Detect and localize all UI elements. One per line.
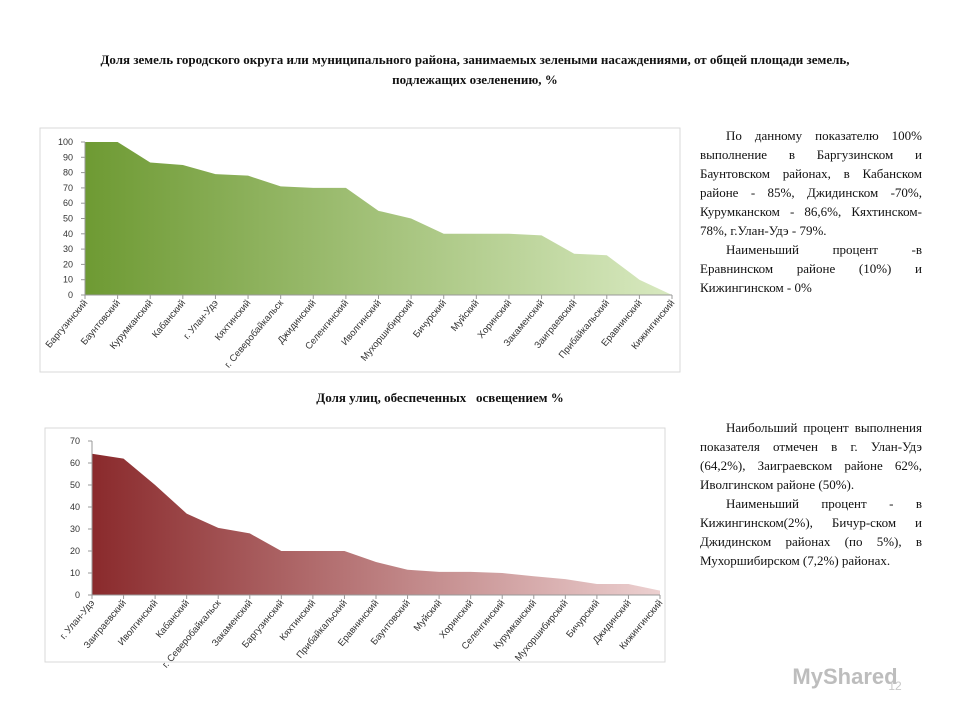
- chart-frame: [44, 427, 666, 663]
- y-tick-label: 40: [70, 502, 80, 512]
- y-tick-label: 50: [70, 480, 80, 490]
- x-tick-label: г. Северобайкальск: [223, 297, 287, 370]
- y-tick-label: 70: [70, 436, 80, 446]
- y-tick-label: 50: [63, 214, 73, 224]
- area: [92, 453, 660, 595]
- y-tick-label: 10: [63, 275, 73, 285]
- y-tick-label: 0: [75, 590, 80, 600]
- y-tick-label: 80: [63, 168, 73, 178]
- y-tick-label: 10: [70, 568, 80, 578]
- y-tick-label: 0: [68, 290, 73, 300]
- paragraph: Наименьший процент -в Еравнинском районе…: [700, 242, 922, 295]
- y-tick-label: 40: [63, 229, 73, 239]
- y-tick-label: 20: [63, 259, 73, 269]
- paragraph: По данному показателю 100% выполнение в …: [700, 128, 922, 238]
- area: [85, 142, 672, 295]
- chart-title: Доля земель городского округа или муници…: [100, 52, 850, 87]
- y-tick-label: 90: [63, 152, 73, 162]
- x-tick-label: Муйский: [412, 598, 445, 634]
- y-tick-label: 30: [70, 524, 80, 534]
- y-tick-label: 60: [70, 458, 80, 468]
- watermark: MyShared: [792, 664, 897, 689]
- x-tick-label: Муйский: [449, 298, 482, 334]
- y-tick-label: 60: [63, 198, 73, 208]
- page-number: 12: [888, 679, 902, 693]
- x-tick-label: Бичурский: [411, 298, 449, 340]
- paragraph: Наименьший процент - в Кижингинском(2%),…: [700, 496, 922, 568]
- note: Наибольший процент выполнения показателя…: [700, 418, 922, 570]
- note: По данному показателю 100% выполнение в …: [700, 126, 922, 297]
- chart-frame: [39, 127, 681, 373]
- x-tick-label: г. Северобайкальск: [160, 597, 224, 670]
- y-tick-label: 30: [63, 244, 73, 254]
- y-tick-label: 100: [58, 137, 73, 147]
- y-tick-label: 20: [70, 546, 80, 556]
- paragraph: Наибольший процент выполнения показателя…: [700, 420, 922, 492]
- y-tick-label: 70: [63, 183, 73, 193]
- chart-title: Доля улиц, обеспеченных освещением %: [316, 390, 564, 405]
